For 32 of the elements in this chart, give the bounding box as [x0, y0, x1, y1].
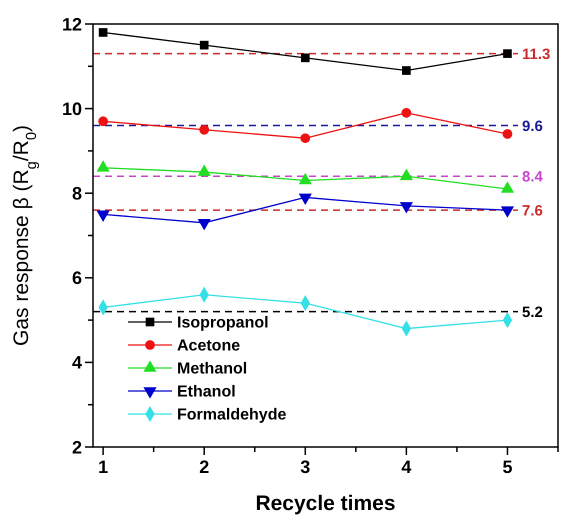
- x-tick-label: 1: [98, 457, 108, 477]
- legend-label: Acetone: [177, 338, 240, 355]
- point: [300, 54, 310, 62]
- x-tick-label: 2: [199, 457, 210, 477]
- y-tick-label: 10: [62, 98, 82, 119]
- point: [401, 108, 412, 118]
- ref-line-label: 7.6: [522, 202, 543, 220]
- ref-line-label: 8.4: [522, 168, 544, 186]
- y-tick-label: 2: [72, 437, 82, 458]
- legend-label: Ethanol: [177, 384, 236, 401]
- y-tick-label: 12: [62, 14, 82, 34]
- point: [402, 66, 411, 75]
- point: [199, 124, 210, 135]
- y-tick-label: 8: [72, 184, 82, 204]
- ref-line-label: 11.3: [522, 46, 550, 63]
- x-axis-title: Recycle times: [255, 492, 396, 515]
- ref-line-label: 9.6: [522, 118, 543, 135]
- x-tick-label: 3: [300, 457, 310, 477]
- legend-label: Isopropanol: [177, 314, 269, 332]
- point: [503, 49, 512, 58]
- point: [98, 116, 108, 126]
- point: [200, 40, 209, 50]
- legend-label: Formaldehyde: [177, 406, 286, 424]
- ref-line-label: 5.2: [522, 304, 543, 321]
- legend-label: Methanol: [177, 360, 248, 378]
- point: [300, 133, 310, 144]
- point: [98, 28, 108, 37]
- point: [502, 129, 512, 139]
- x-tick-label: 5: [502, 457, 512, 477]
- x-tick-label: 4: [401, 457, 412, 477]
- y-tick-label: 4: [72, 352, 82, 373]
- y-tick-label: 6: [72, 268, 82, 288]
